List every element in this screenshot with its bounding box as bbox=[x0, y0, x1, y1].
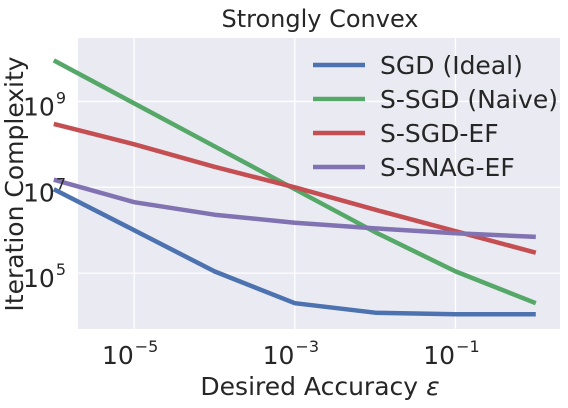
y-tick-labels: 105 107 109 bbox=[23, 88, 66, 293]
x-tick-label: 10−3 bbox=[263, 337, 319, 370]
x-tick-label: 10−5 bbox=[102, 337, 158, 370]
x-axis-label-text: Desired Accuracy bbox=[200, 372, 418, 401]
legend: SGD (Ideal) S-SGD (Naive) S-SGD-EF S-SNAG-E… bbox=[313, 51, 558, 182]
legend-label: S-SNAG-EF bbox=[380, 153, 515, 182]
x-axis-label: Desired Accuracy ε bbox=[200, 372, 439, 401]
grid bbox=[78, 38, 560, 329]
chart-title: Strongly Convex bbox=[221, 5, 418, 33]
series-line-1 bbox=[52, 187, 536, 317]
legend-label: S-SGD (Naive) bbox=[380, 85, 558, 114]
x-axis-label-symbol: ε bbox=[426, 372, 440, 401]
y-tick-label: 105 bbox=[23, 260, 66, 293]
x-tick-label: 10−1 bbox=[423, 337, 479, 370]
y-axis-label: Iteration Complexity bbox=[0, 56, 29, 311]
y-tick-label: 107 bbox=[23, 174, 66, 207]
legend-label: S-SGD-EF bbox=[380, 119, 499, 148]
x-tick-labels: 10−5 10−3 10−1 bbox=[102, 337, 480, 370]
series-lines bbox=[52, 58, 537, 317]
series-line-4 bbox=[53, 177, 536, 240]
y-tick-label: 109 bbox=[23, 88, 66, 121]
legend-label: SGD (Ideal) bbox=[380, 51, 523, 80]
